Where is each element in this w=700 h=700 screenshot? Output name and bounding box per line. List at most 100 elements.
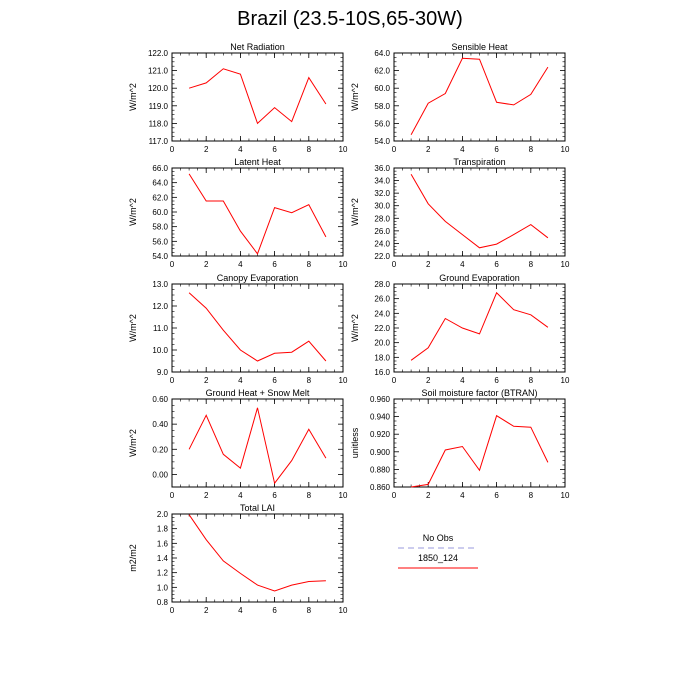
x-tick-label: 0 <box>392 491 397 500</box>
y-tick-label: 1.2 <box>157 569 169 578</box>
y-tick-label: 24.0 <box>374 309 390 318</box>
x-tick-label: 0 <box>392 260 397 269</box>
y-tick-label: 0.00 <box>152 470 168 479</box>
y-tick-label: 54.0 <box>374 137 390 146</box>
y-tick-label: 64.0 <box>152 179 168 188</box>
y-tick-label: 120.0 <box>148 84 169 93</box>
y-tick-label: 0.900 <box>370 448 391 457</box>
x-tick-label: 4 <box>460 260 465 269</box>
y-tick-label: 0.8 <box>157 598 169 607</box>
y-axis-label: W/m^2 <box>350 83 360 111</box>
series-line <box>188 407 327 485</box>
y-tick-label: 66.0 <box>152 164 168 173</box>
x-tick-label: 0 <box>170 376 175 385</box>
x-tick-label: 0 <box>170 491 175 500</box>
panel-title: Soil moisture factor (BTRAN) <box>421 388 537 398</box>
y-tick-label: 1.6 <box>157 539 169 548</box>
x-tick-label: 8 <box>529 260 534 269</box>
x-tick-label: 10 <box>561 260 570 269</box>
y-tick-label: 22.0 <box>374 252 390 261</box>
y-tick-label: 18.0 <box>374 353 390 362</box>
y-tick-label: 64.0 <box>374 49 390 58</box>
figure-title: Brazil (23.5-10S,65-30W) <box>237 8 463 30</box>
x-tick-label: 10 <box>561 491 570 500</box>
panel-title: Sensible Heat <box>451 42 508 52</box>
y-tick-label: 60.0 <box>152 208 168 217</box>
y-tick-label: 34.0 <box>374 177 390 186</box>
y-tick-label: 119.0 <box>149 102 169 111</box>
y-axis-label: W/m^2 <box>350 198 360 226</box>
series-line <box>188 514 326 592</box>
x-tick-label: 4 <box>238 606 243 615</box>
y-tick-label: 26.0 <box>374 227 390 236</box>
x-tick-label: 4 <box>460 376 465 385</box>
x-tick-label: 10 <box>561 145 570 154</box>
series-line <box>410 174 549 249</box>
x-tick-label: 2 <box>426 491 431 500</box>
x-tick-label: 2 <box>204 376 209 385</box>
series-line <box>411 414 549 488</box>
y-tick-label: 28.0 <box>374 280 390 289</box>
panel-5: Canopy Evaporation W/m^2 0 2 4 6 8 10 9.0 10.0 11.… <box>128 273 348 385</box>
series-line <box>410 291 549 361</box>
x-tick-label: 10 <box>339 260 348 269</box>
x-tick-label: 4 <box>238 260 243 269</box>
y-tick-label: 16.0 <box>374 368 390 377</box>
y-tick-label: 10.0 <box>152 346 168 355</box>
y-tick-label: 22.0 <box>374 324 390 333</box>
panel-3: Latent Heat W/m^2 0 2 4 6 8 10 54.0 56.0 58.0 60.0 6… <box>128 157 348 269</box>
series-line <box>188 68 327 125</box>
y-tick-label: 0.860 <box>370 483 391 492</box>
plot-frame <box>171 167 344 257</box>
x-tick-label: 10 <box>339 491 348 500</box>
x-tick-label: 4 <box>460 145 465 154</box>
series-line <box>188 292 327 362</box>
x-tick-label: 0 <box>170 145 175 154</box>
plot-frame <box>393 167 566 257</box>
panel-1: Net Radiation W/m^2 0 2 4 6 8 10 117.0 118.0 119.0… <box>128 42 348 154</box>
y-tick-label: 0.880 <box>370 465 391 474</box>
y-tick-label: 1.0 <box>157 583 169 592</box>
x-tick-label: 2 <box>204 606 209 615</box>
x-tick-label: 8 <box>307 606 312 615</box>
y-axis-label: W/m^2 <box>128 314 138 342</box>
y-tick-label: 58.0 <box>152 223 168 232</box>
x-tick-label: 4 <box>460 491 465 500</box>
panel-title: Canopy Evaporation <box>217 273 299 283</box>
x-tick-label: 6 <box>272 491 277 500</box>
y-tick-label: 13.0 <box>152 280 168 289</box>
y-axis-label: W/m^2 <box>128 198 138 226</box>
x-tick-label: 8 <box>307 376 312 385</box>
legend: No Obs 1850_124 <box>398 533 478 569</box>
panel-7: Ground Heat + Snow Melt W/m^2 0 2 4 6 8 10 0.00 0… <box>128 388 348 500</box>
y-tick-label: 0.40 <box>152 420 168 429</box>
y-tick-label: 2.0 <box>157 510 169 519</box>
x-tick-label: 6 <box>272 145 277 154</box>
series-line <box>188 173 327 255</box>
x-tick-label: 2 <box>426 260 431 269</box>
x-tick-label: 2 <box>204 145 209 154</box>
y-tick-label: 0.920 <box>370 430 391 439</box>
x-tick-label: 8 <box>529 491 534 500</box>
x-tick-label: 6 <box>494 376 499 385</box>
y-tick-label: 30.0 <box>374 202 390 211</box>
plot-frame <box>393 398 566 488</box>
y-axis-label: unitless <box>350 427 360 458</box>
series-line <box>410 57 549 136</box>
y-tick-label: 54.0 <box>152 252 168 261</box>
x-tick-label: 6 <box>272 606 277 615</box>
panel-2: Sensible Heat W/m^2 0 2 4 6 8 10 54.0 56.0 58.0 60.… <box>350 42 570 154</box>
x-tick-label: 2 <box>426 145 431 154</box>
y-tick-label: 62.0 <box>374 67 390 76</box>
x-tick-label: 2 <box>204 260 209 269</box>
y-tick-label: 117.0 <box>149 137 169 146</box>
panel-title: Ground Heat + Snow Melt <box>206 388 310 398</box>
y-tick-label: 56.0 <box>374 119 390 128</box>
plot-frame <box>171 283 344 373</box>
x-tick-label: 6 <box>272 260 277 269</box>
panel-title: Net Radiation <box>230 42 285 52</box>
y-tick-label: 28.0 <box>374 214 390 223</box>
x-tick-label: 8 <box>307 145 312 154</box>
y-axis-label: m2/m2 <box>128 544 138 572</box>
